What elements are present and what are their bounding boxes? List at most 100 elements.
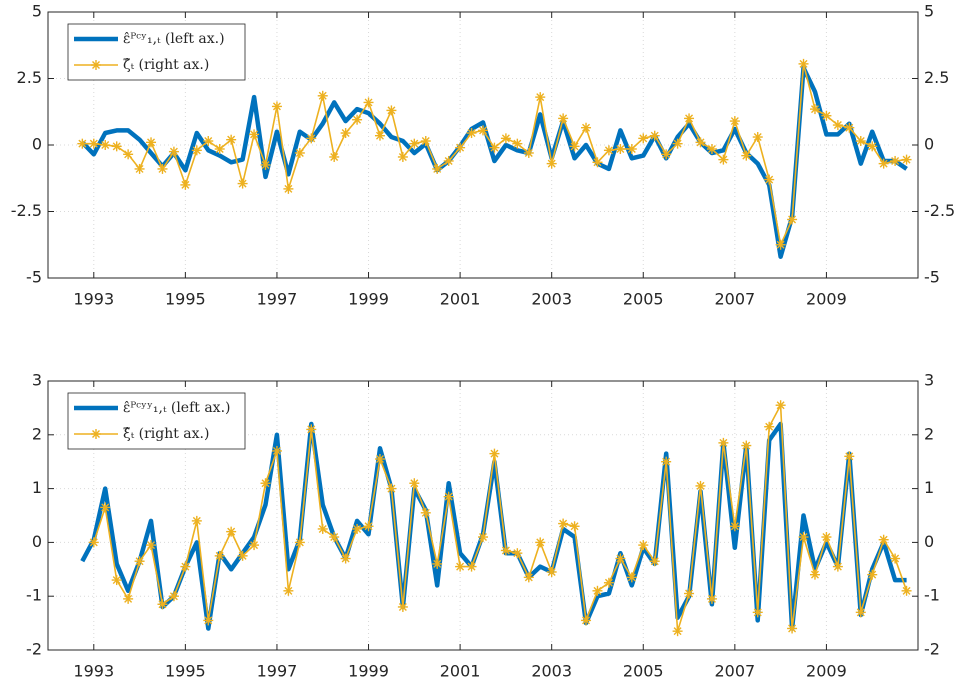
marker-stroke — [89, 538, 98, 547]
marker-stroke — [810, 105, 819, 114]
marker — [249, 129, 260, 140]
marker-stroke — [685, 114, 694, 123]
marker — [798, 58, 809, 69]
y2-tick-label: 3 — [924, 371, 934, 390]
marker — [901, 154, 912, 165]
marker — [695, 137, 706, 148]
marker-stroke — [765, 175, 774, 184]
marker — [478, 125, 488, 136]
marker — [123, 149, 134, 160]
marker — [741, 150, 752, 161]
marker-stroke — [650, 557, 659, 566]
marker-stroke — [341, 554, 350, 563]
marker-stroke — [410, 479, 419, 488]
marker — [844, 122, 855, 133]
marker-stroke — [833, 121, 842, 130]
marker — [100, 502, 111, 513]
y-tick-label: 0 — [32, 532, 42, 551]
marker-stroke — [742, 151, 751, 160]
marker — [718, 437, 729, 448]
marker-stroke — [845, 452, 854, 461]
marker-stroke — [398, 152, 407, 161]
x-tick-label: 1997 — [257, 662, 298, 681]
x-tick-label: 1999 — [348, 290, 389, 309]
marker — [581, 122, 592, 133]
marker-stroke — [215, 551, 224, 560]
marker-stroke — [387, 106, 396, 115]
marker — [603, 577, 614, 588]
marker — [809, 569, 820, 580]
marker-stroke — [147, 541, 156, 550]
x-tick-label: 2007 — [714, 662, 755, 681]
marker — [363, 97, 374, 108]
marker-stroke — [616, 554, 625, 563]
marker-stroke — [662, 150, 671, 159]
marker — [214, 550, 225, 561]
marker-stroke — [639, 541, 648, 550]
marker — [798, 532, 809, 543]
marker — [649, 556, 660, 567]
marker-stroke — [353, 524, 362, 533]
marker — [684, 588, 695, 599]
marker-stroke — [398, 602, 407, 611]
marker-stroke — [204, 137, 213, 146]
y2-tick-label: 5 — [924, 2, 934, 21]
marker — [500, 545, 511, 556]
marker — [237, 550, 248, 561]
marker — [500, 133, 511, 144]
legend-label: ε̂ᴾᶜʸ₁,ₜ (left ax.) — [123, 31, 225, 47]
marker-stroke — [799, 533, 808, 542]
marker — [878, 158, 889, 169]
marker-stroke — [158, 600, 167, 609]
y2-tick-label: -1 — [924, 586, 940, 605]
y2-tick-label: 0 — [924, 135, 934, 154]
marker — [546, 566, 557, 577]
marker-stroke — [295, 538, 304, 547]
marker-stroke — [604, 578, 613, 587]
marker-stroke — [169, 592, 178, 601]
marker-stroke — [330, 533, 339, 542]
marker-stroke — [788, 624, 797, 633]
marker-stroke — [902, 586, 911, 595]
marker — [420, 507, 431, 518]
marker — [867, 569, 878, 580]
marker-stroke — [341, 129, 350, 138]
x-tick-label: 2009 — [806, 662, 847, 681]
marker-stroke — [192, 516, 201, 525]
y-tick-label: 5 — [32, 2, 42, 21]
y2-tick-label: -5 — [924, 268, 940, 287]
marker — [832, 120, 843, 131]
marker — [100, 140, 111, 150]
marker-stroke — [707, 144, 716, 153]
marker-stroke — [433, 164, 442, 173]
marker — [558, 113, 569, 124]
marker — [260, 478, 271, 489]
marker — [88, 138, 99, 149]
marker — [592, 157, 603, 168]
marker-stroke — [810, 570, 819, 579]
marker — [363, 521, 374, 532]
marker-stroke — [295, 148, 304, 157]
marker — [191, 145, 202, 156]
marker — [558, 518, 569, 529]
marker-stroke — [421, 508, 430, 517]
marker — [706, 593, 717, 604]
marker — [374, 130, 385, 141]
marker — [638, 133, 649, 144]
marker-stroke — [593, 586, 602, 595]
marker-stroke — [421, 137, 430, 146]
x-tick-label: 2001 — [440, 662, 481, 681]
marker — [775, 400, 786, 411]
marker-stroke — [662, 457, 671, 466]
marker — [844, 451, 855, 462]
marker — [466, 561, 477, 572]
marker-stroke — [879, 535, 888, 544]
marker-stroke — [547, 159, 556, 168]
marker — [489, 448, 500, 459]
y-tick-label: -1 — [26, 586, 42, 605]
marker-stroke — [501, 134, 510, 143]
marker-stroke — [559, 114, 568, 123]
marker-stroke — [765, 422, 774, 431]
marker — [214, 143, 225, 154]
y-tick-label: 0 — [32, 135, 42, 154]
